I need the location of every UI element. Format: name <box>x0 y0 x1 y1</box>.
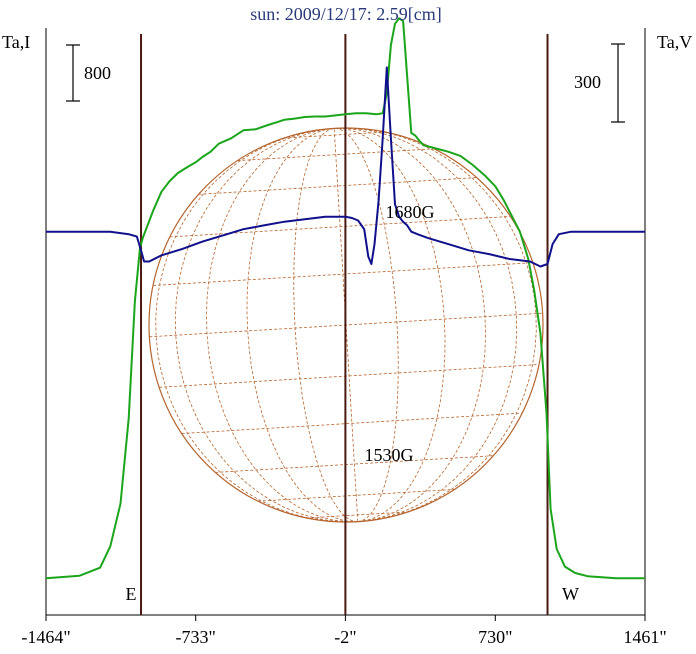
y-axis-label-right: Ta,V <box>657 32 692 52</box>
annotation-1530g: 1530G <box>365 445 414 465</box>
x-tick-label: -1464" <box>21 627 70 647</box>
limb-label-e: E <box>126 584 137 604</box>
longitude-line <box>293 128 358 522</box>
annotation-1680g: 1680G <box>386 202 435 222</box>
scale-bar-label-left: 800 <box>84 63 111 83</box>
longitude-line <box>334 128 399 522</box>
latitude-line <box>257 488 455 502</box>
latitude-line <box>215 455 494 473</box>
longitude-line <box>155 128 358 522</box>
longitude-line <box>334 128 446 522</box>
latitude-line <box>237 148 435 162</box>
longitude-line <box>174 128 358 522</box>
series-line-v <box>46 66 645 268</box>
y-axis-label-left: Ta,I <box>2 32 30 52</box>
x-tick-label: 730" <box>478 627 512 647</box>
series-layer <box>45 17 645 580</box>
longitude-line <box>206 128 358 522</box>
series-line-i <box>45 17 645 580</box>
chart-title: sun: 2009/12/17: 2.59[cm] <box>250 4 442 24</box>
x-tick-label: -2" <box>334 627 356 647</box>
longitude-line <box>334 128 518 522</box>
chart-axes: -1464" -733" -2" 730" 1461" E W <box>21 28 667 647</box>
scale-bar-label-right: 300 <box>574 72 601 92</box>
latitude-line <box>198 177 477 195</box>
longitude-line <box>334 128 486 522</box>
latitude-line <box>181 412 523 434</box>
limb-label-w: W <box>562 584 579 604</box>
x-tick-label: -733" <box>176 627 216 647</box>
chart-labels: sun: 2009/12/17: 2.59[cm] Ta,I Ta,V 800 … <box>2 4 692 465</box>
x-tick-label: 1461" <box>623 627 666 647</box>
longitude-line <box>246 128 358 522</box>
